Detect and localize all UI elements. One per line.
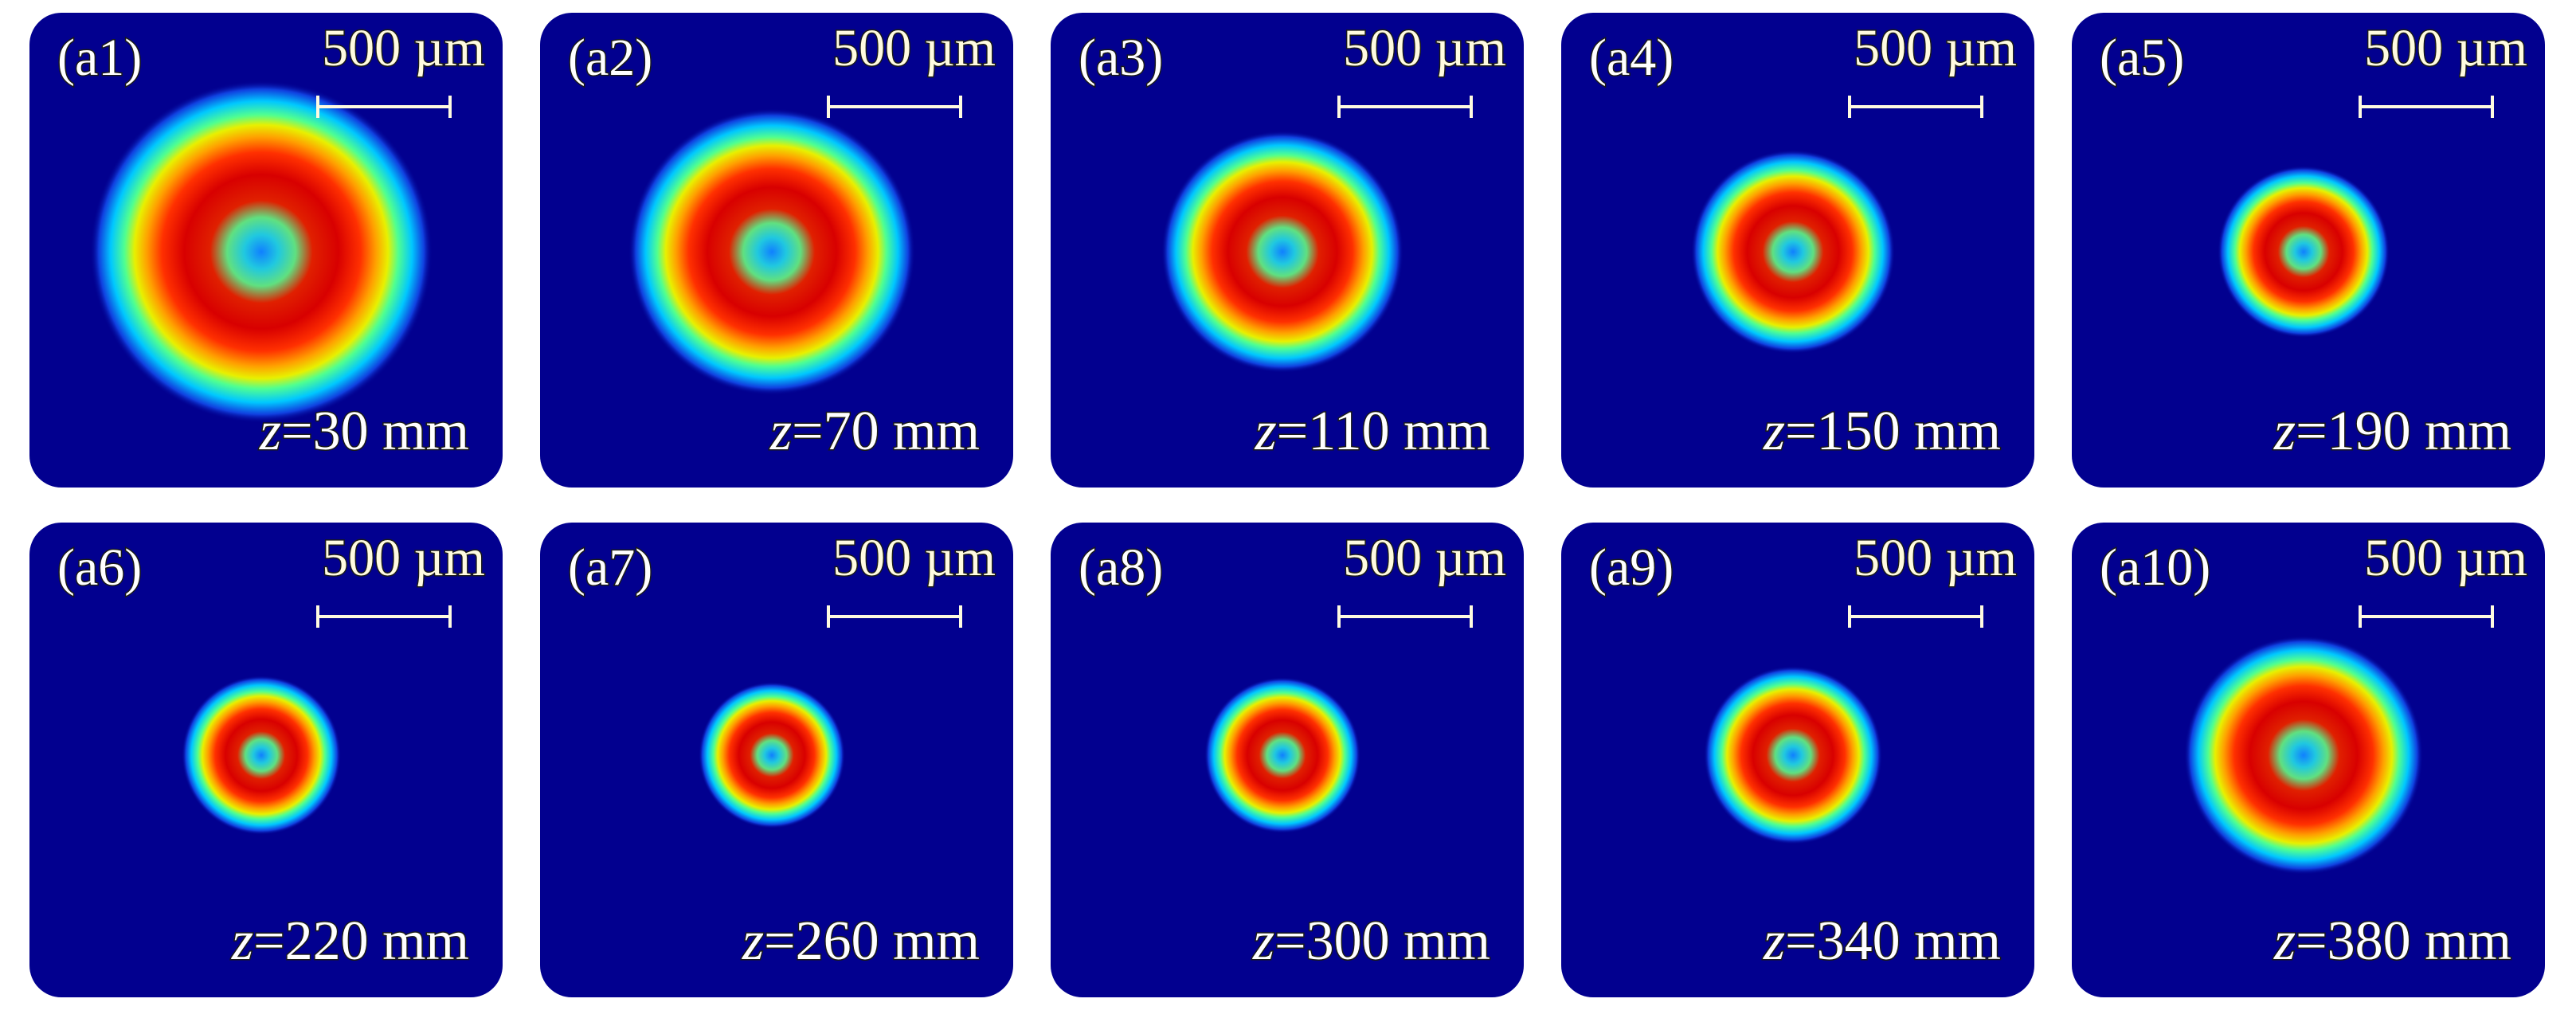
panel-label: (a3) [1079,29,1163,87]
panel-label: (a2) [568,29,652,87]
z-variable: z [769,401,792,462]
panel-label: (a5) [2100,29,2184,87]
z-position: z=110 mm [1254,401,1490,462]
scale-bar [1848,96,1983,118]
scale-bar [1848,605,1983,628]
panel: (a6) 500 µm z=220 mm [29,523,503,997]
beam-profile [1691,150,1896,354]
panel: (a3) 500 µm z=110 mm [1051,13,1524,488]
z-value: =300 mm [1274,910,1490,972]
z-variable: z [1763,401,1785,462]
z-variable: z [1252,910,1274,972]
scale-label: 500 µm [1854,19,2017,77]
scale-bar [316,96,452,118]
beam-profile [1704,666,1883,845]
z-value: =220 mm [253,910,469,972]
scale-label: 500 µm [1343,19,1506,77]
panel: (a1) 500 µm z=30 mm [29,13,503,488]
scale-bar [316,605,452,628]
panel: (a4) 500 µm z=150 mm [1561,13,2034,488]
z-value: =260 mm [764,910,980,972]
z-position: z=30 mm [259,401,469,462]
z-value: =150 mm [1785,401,2001,462]
z-variable: z [231,910,253,972]
panel-label: (a9) [1589,538,1674,597]
beam-profile [2184,636,2424,875]
beam-profile [1204,677,1361,834]
z-position: z=380 mm [2273,910,2511,972]
beam-profile [1161,131,1404,374]
scale-label: 500 µm [2364,529,2527,587]
panel-label: (a1) [57,29,142,87]
panel: (a7) 500 µm z=260 mm [540,523,1013,997]
scale-label: 500 µm [832,529,996,587]
beam-profile [182,676,342,836]
z-value: =190 mm [2296,401,2511,462]
scale-label: 500 µm [832,19,996,77]
z-position: z=300 mm [1252,910,1490,972]
panel: (a9) 500 µm z=340 mm [1561,523,2034,997]
panel: (a2) 500 µm z=70 mm [540,13,1013,488]
z-variable: z [259,401,281,462]
z-value: =380 mm [2296,910,2511,972]
z-position: z=70 mm [769,401,980,462]
scale-bar [1337,605,1473,628]
beam-profile [699,682,846,829]
z-position: z=150 mm [1763,401,2001,462]
z-value: =70 mm [792,401,980,462]
z-position: z=220 mm [231,910,469,972]
panel: (a5) 500 µm z=190 mm [2072,13,2545,488]
scale-label: 500 µm [322,529,485,587]
scale-label: 500 µm [1854,529,2017,587]
z-position: z=340 mm [1763,910,2001,972]
panel: (a8) 500 µm z=300 mm [1051,523,1524,997]
z-variable: z [1763,910,1785,972]
scale-bar [2359,605,2494,628]
z-value: =30 mm [281,401,469,462]
scale-bar [827,96,962,118]
scale-label: 500 µm [2364,19,2527,77]
scale-bar [827,605,962,628]
z-value: =340 mm [1785,910,2001,972]
panel-label: (a6) [57,538,142,597]
scale-label: 500 µm [322,19,485,77]
panel: (a10) 500 µm z=380 mm [2072,523,2545,997]
panel-label: (a8) [1079,538,1163,597]
beam-profile [2218,166,2390,339]
z-variable: z [1254,401,1276,462]
panel-label: (a7) [568,538,652,597]
z-position: z=260 mm [742,910,980,972]
z-value: =110 mm [1277,401,1490,462]
beam-profile [628,108,916,396]
z-variable: z [2273,910,2296,972]
scale-bar [2359,96,2494,118]
beam-profile [90,80,433,424]
z-variable: z [2273,401,2296,462]
panel-label: (a4) [1589,29,1674,87]
z-position: z=190 mm [2273,401,2511,462]
scale-label: 500 µm [1343,529,1506,587]
z-variable: z [742,910,764,972]
scale-bar [1337,96,1473,118]
panel-label: (a10) [2100,538,2210,597]
